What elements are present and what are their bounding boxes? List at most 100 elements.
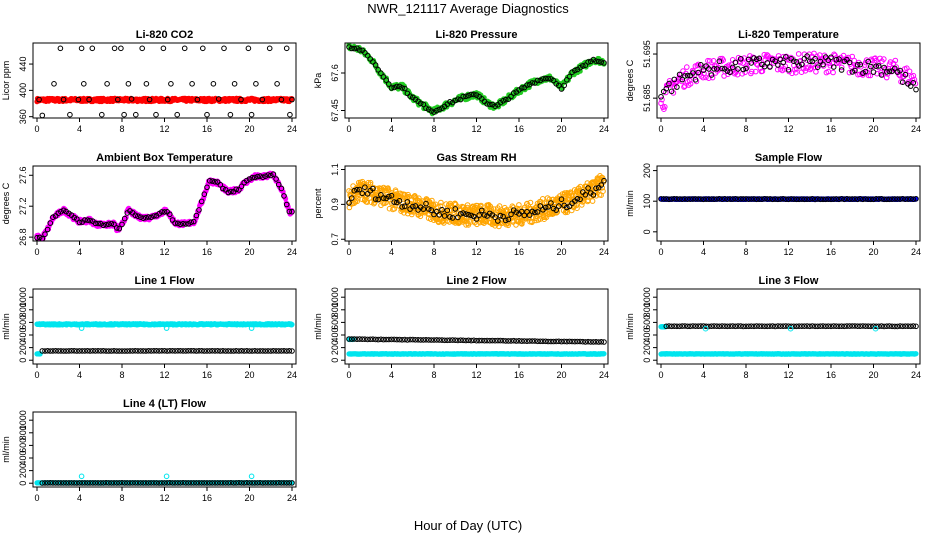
data-point (283, 201, 290, 208)
panel-title: Li-820 CO2 (136, 29, 193, 41)
data-point (465, 92, 472, 99)
data-point (196, 348, 202, 354)
data-point (865, 196, 872, 202)
data-point (476, 212, 483, 218)
data-point (753, 196, 760, 203)
data-point (228, 348, 234, 354)
data-point (283, 348, 290, 354)
data-point (423, 200, 429, 207)
data-point (886, 196, 893, 203)
data-point (684, 64, 690, 70)
data-point (587, 339, 594, 345)
data-point (265, 172, 271, 178)
data-point (690, 196, 696, 202)
data-point (518, 338, 525, 344)
y-tick-label: 200 (642, 163, 652, 178)
data-point (526, 338, 533, 344)
data-point (460, 210, 467, 216)
data-point (473, 216, 480, 222)
x-tick-label: 12 (159, 124, 169, 134)
x-tick-label: 16 (826, 124, 836, 134)
data-point (807, 58, 813, 65)
data-point (348, 336, 355, 342)
data-point (417, 213, 424, 220)
data-point (777, 56, 784, 63)
data-point (574, 196, 581, 202)
data-point (857, 61, 864, 68)
data-point (270, 348, 277, 354)
data-point (351, 45, 358, 52)
data-point (346, 200, 352, 206)
data-point (717, 55, 724, 62)
data-point (57, 45, 64, 52)
data-point (476, 337, 483, 344)
data-point (410, 336, 416, 343)
data-point (417, 100, 424, 107)
data-point (795, 51, 802, 57)
data-point (510, 90, 517, 96)
data-point (362, 336, 368, 343)
data-point (270, 171, 277, 177)
data-point (348, 45, 355, 52)
data-point (135, 348, 141, 354)
data-point (852, 196, 858, 202)
data-point (87, 348, 93, 354)
data-point (682, 83, 688, 89)
data-point (719, 196, 725, 202)
data-point (190, 218, 197, 225)
data-point (542, 204, 549, 211)
data-point (907, 196, 914, 202)
data-point (695, 61, 702, 68)
data-point (862, 68, 869, 75)
data-point (484, 337, 490, 344)
data-point (905, 196, 911, 202)
data-points (658, 50, 919, 112)
data-point (193, 348, 200, 354)
data-point (892, 196, 898, 202)
data-point (55, 348, 62, 354)
data-point (529, 338, 536, 344)
data-point (867, 72, 874, 79)
data-point (519, 221, 525, 227)
data-point (894, 196, 901, 202)
data-point (809, 196, 816, 202)
data-point (658, 94, 664, 100)
data-point (601, 339, 607, 345)
data-point (686, 77, 693, 84)
data-point (862, 59, 869, 66)
data-point (844, 196, 850, 202)
data-point (785, 196, 792, 203)
data-point (780, 196, 787, 202)
data-point (574, 338, 581, 345)
x-tick-label: 24 (287, 124, 297, 134)
data-point (703, 196, 710, 202)
data-point (367, 336, 374, 343)
data-point (111, 348, 117, 354)
data-point (698, 62, 704, 68)
data-point (566, 338, 573, 345)
data-point (692, 77, 699, 83)
data-point (431, 109, 437, 115)
data-point (484, 101, 490, 107)
data-point (396, 198, 403, 204)
data-point (532, 209, 538, 216)
data-point (463, 93, 469, 100)
data-point (428, 207, 435, 213)
data-point (113, 348, 120, 354)
y-axis-label: ml/min (625, 313, 635, 340)
data-point (253, 81, 259, 87)
data-point (399, 337, 405, 343)
data-point (884, 69, 890, 75)
data-point (177, 348, 184, 354)
data-point (160, 45, 167, 52)
data-point (84, 217, 91, 223)
data-point (684, 72, 691, 79)
data-point (894, 69, 901, 75)
data-point (804, 196, 810, 202)
data-point (449, 215, 456, 221)
y-axis-label: Licor ppm (1, 61, 11, 101)
data-point (36, 96, 42, 103)
data-point (708, 72, 715, 78)
data-point (394, 83, 400, 90)
